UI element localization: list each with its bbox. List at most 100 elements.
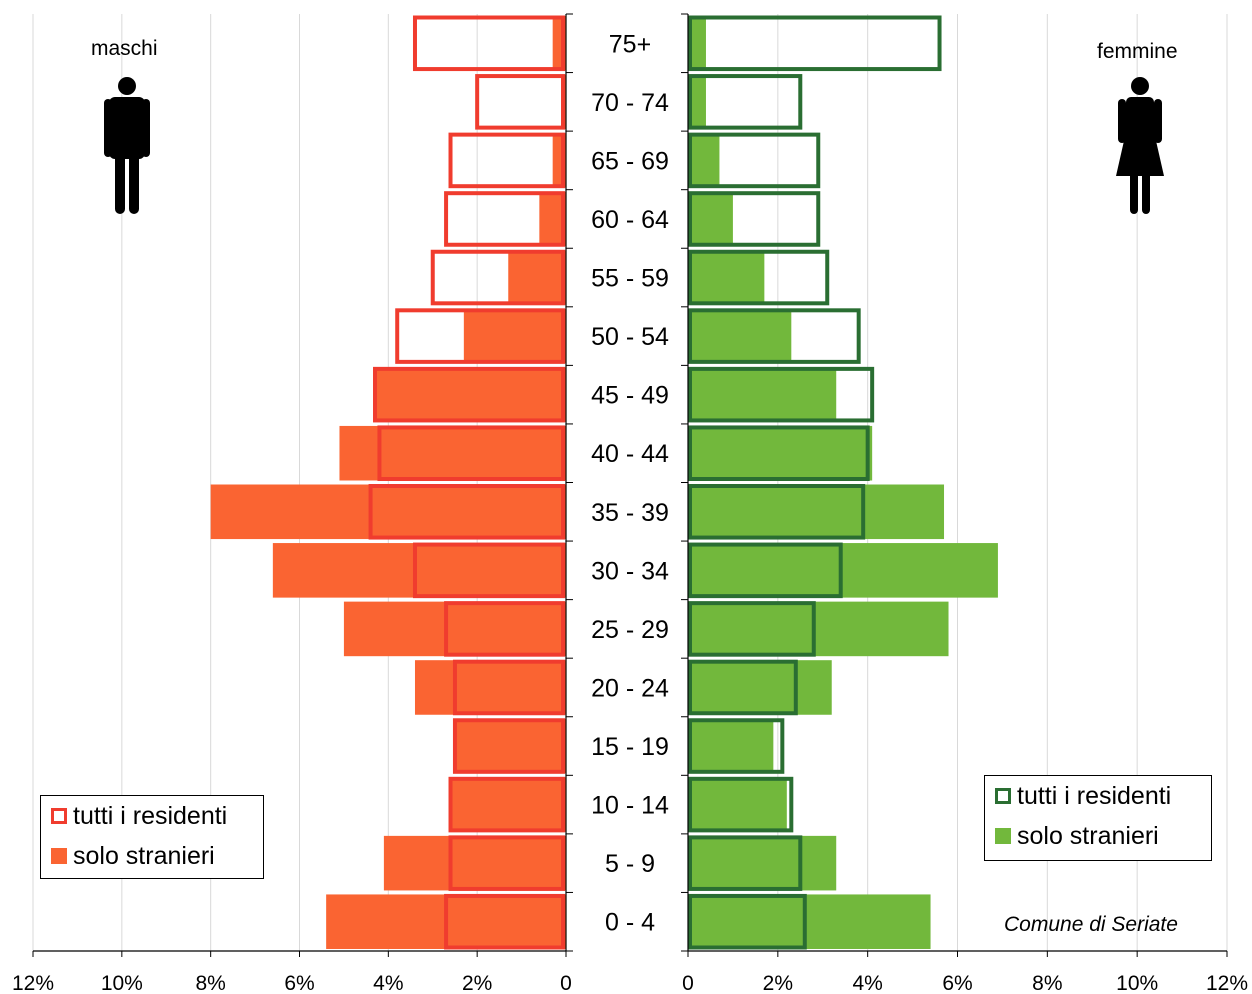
legend-label: tutti i residenti bbox=[1017, 781, 1172, 810]
bar-male-all-residents bbox=[395, 308, 566, 364]
bar-male-foreigners bbox=[375, 367, 566, 422]
bar-female-all-residents bbox=[688, 425, 870, 481]
bar-female-foreigners bbox=[688, 191, 733, 247]
x-tick-label: 0 bbox=[682, 972, 694, 994]
bar-male-foreigners bbox=[210, 484, 566, 540]
bar-male-foreigners bbox=[414, 660, 566, 715]
bar-male-all-residents bbox=[412, 542, 565, 599]
category-label: 40 - 44 bbox=[591, 440, 669, 468]
bar-female-all-residents bbox=[688, 308, 861, 364]
bar-female-all-residents bbox=[688, 835, 803, 891]
legend-swatch-foreigners bbox=[995, 828, 1011, 844]
legend-male: tutti i residenti solo stranieri bbox=[40, 795, 264, 879]
bar-female-foreigners bbox=[688, 16, 706, 71]
bar-female-foreigners bbox=[688, 484, 945, 540]
bar-male-foreigners bbox=[339, 425, 566, 481]
left-panel-label: maschi bbox=[91, 37, 158, 60]
legend-female: tutti i residenti solo stranieri bbox=[984, 775, 1212, 861]
bar-male-all-residents bbox=[444, 893, 566, 950]
bars bbox=[210, 15, 998, 950]
bar-female-all-residents bbox=[688, 132, 821, 189]
bar-female-all-residents bbox=[688, 659, 798, 716]
x-tick-label: 12% bbox=[1206, 972, 1248, 994]
bar-male-all-residents bbox=[430, 249, 565, 306]
x-tick-label: 2% bbox=[763, 972, 793, 994]
bar-female-foreigners bbox=[688, 308, 792, 364]
bar-female-all-residents bbox=[688, 191, 821, 247]
x-tick-label: 10% bbox=[1116, 972, 1158, 994]
bar-female-foreigners bbox=[688, 894, 931, 949]
bar-male-all-residents bbox=[452, 718, 566, 774]
bar-male-all-residents bbox=[444, 191, 566, 247]
bar-male-all-residents bbox=[452, 659, 566, 716]
category-label: 0 - 4 bbox=[605, 909, 655, 937]
bar-male-all-residents bbox=[448, 132, 565, 189]
bar-female-foreigners bbox=[688, 777, 787, 832]
bar-male-all-residents bbox=[377, 425, 566, 481]
x-tick-label: 10% bbox=[101, 972, 143, 994]
bar-female-foreigners bbox=[688, 74, 706, 130]
bar-female-all-residents bbox=[688, 484, 866, 540]
bar-female-foreigners bbox=[688, 835, 837, 891]
bar-male-all-residents bbox=[475, 74, 565, 130]
category-label: 65 - 69 bbox=[591, 147, 669, 175]
bar-female-all-residents bbox=[688, 718, 785, 774]
category-label: 50 - 54 bbox=[591, 323, 669, 351]
bar-female-foreigners bbox=[688, 367, 837, 422]
category-label: 55 - 59 bbox=[591, 265, 669, 293]
x-tick-label: 0 bbox=[560, 972, 572, 994]
bar-female-all-residents bbox=[688, 74, 803, 130]
bar-male-foreigners bbox=[463, 308, 566, 364]
x-tick-label: 8% bbox=[195, 972, 225, 994]
bar-female-all-residents bbox=[688, 893, 807, 950]
bar-male-all-residents bbox=[448, 776, 565, 833]
right-panel-label: femmine bbox=[1097, 40, 1178, 63]
category-label: 45 - 49 bbox=[591, 382, 669, 410]
bar-male-foreigners bbox=[450, 777, 566, 832]
legend-item: tutti i residenti bbox=[41, 796, 263, 836]
bar-female-all-residents bbox=[688, 249, 830, 306]
axes bbox=[32, 13, 1228, 957]
x-tick-label: 6% bbox=[942, 972, 972, 994]
bar-male-all-residents bbox=[368, 484, 566, 540]
category-label: 5 - 9 bbox=[605, 850, 655, 878]
bar-female-foreigners bbox=[688, 660, 832, 715]
bar-male-foreigners bbox=[343, 601, 566, 657]
bar-female-all-residents bbox=[688, 601, 816, 657]
tick-labels: 12% 10% 8% 6% 4% 2% 0 0 2% 4% 6% 8% 10% 12% bbox=[12, 972, 1248, 994]
bar-female-foreigners bbox=[688, 133, 720, 188]
bar-female-all-residents bbox=[688, 776, 794, 833]
legend-label: tutti i residenti bbox=[73, 801, 228, 830]
x-tick-label: 12% bbox=[12, 972, 54, 994]
bar-female-all-residents bbox=[688, 366, 875, 423]
category-label: 15 - 19 bbox=[591, 733, 669, 761]
bar-female-foreigners bbox=[688, 425, 873, 481]
chart-annotation: Comune di Seriate bbox=[1004, 913, 1178, 936]
bar-male-foreigners bbox=[454, 718, 566, 774]
category-label: 70 - 74 bbox=[591, 89, 669, 117]
bar-male-foreigners bbox=[383, 835, 566, 891]
category-label: 60 - 64 bbox=[591, 206, 669, 234]
legend-item: solo stranieri bbox=[41, 836, 263, 876]
bar-female-all-residents bbox=[688, 15, 942, 72]
bar-male-foreigners bbox=[508, 250, 566, 305]
category-label: 30 - 34 bbox=[591, 557, 669, 585]
legend-label: solo stranieri bbox=[73, 841, 215, 870]
legend-item: tutti i residenti bbox=[985, 776, 1211, 816]
bar-female-foreigners bbox=[688, 601, 949, 657]
category-label: 20 - 24 bbox=[591, 674, 669, 702]
category-label: 25 - 29 bbox=[591, 616, 669, 644]
man-icon bbox=[104, 77, 150, 214]
legend-label: solo stranieri bbox=[1017, 821, 1159, 850]
bar-male-all-residents bbox=[373, 366, 565, 423]
bar-male-foreigners bbox=[272, 543, 566, 598]
bar-male-all-residents bbox=[448, 835, 565, 891]
legend-swatch-all-residents bbox=[995, 788, 1011, 804]
bar-female-foreigners bbox=[688, 250, 765, 305]
x-tick-label: 2% bbox=[462, 972, 492, 994]
category-label: 75+ bbox=[609, 30, 651, 58]
x-tick-label: 8% bbox=[1032, 972, 1062, 994]
bar-male-all-residents bbox=[444, 601, 566, 657]
bar-male-all-residents bbox=[412, 15, 565, 72]
